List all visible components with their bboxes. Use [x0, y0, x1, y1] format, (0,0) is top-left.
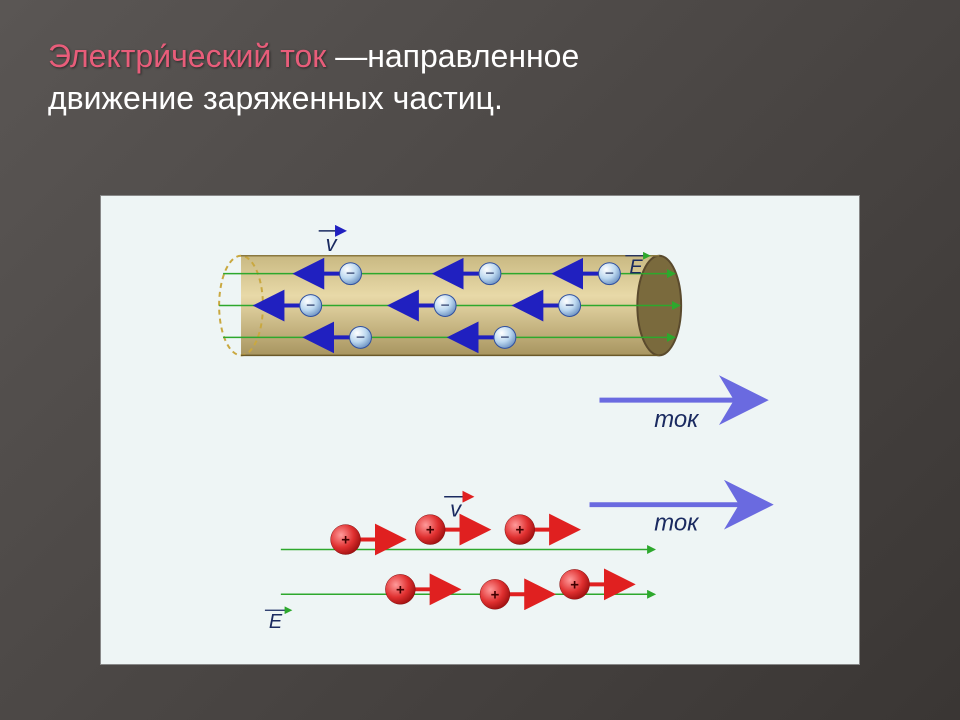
velocity-label-bottom: v	[444, 497, 472, 522]
svg-text:E: E	[629, 257, 643, 279]
svg-text:−: −	[346, 266, 355, 283]
current-arrow-bottom: ток	[590, 505, 759, 537]
title-sep: —	[326, 38, 367, 74]
svg-text:v: v	[450, 497, 462, 522]
title-line-2: движение заряженных частиц.	[48, 78, 912, 120]
svg-text:−: −	[605, 266, 614, 283]
diagram-panel: − − − − − − − − v E ток ток v	[100, 195, 860, 665]
field-lines-bottom	[281, 549, 654, 594]
svg-text:−: −	[485, 266, 494, 283]
svg-text:E: E	[269, 611, 283, 633]
svg-text:−: −	[306, 298, 315, 315]
svg-text:+: +	[515, 522, 524, 539]
title-rest: направленное	[367, 38, 579, 74]
svg-text:ток: ток	[654, 406, 700, 433]
physics-diagram: − − − − − − − − v E ток ток v	[101, 196, 859, 664]
current-arrow-top: ток	[599, 400, 753, 433]
svg-text:−: −	[500, 329, 509, 346]
svg-text:−: −	[356, 329, 365, 346]
velocity-label-top: v	[319, 231, 345, 256]
svg-text:+: +	[396, 581, 405, 598]
svg-text:+: +	[491, 586, 500, 603]
title-accent: Электри́ческий ток	[48, 38, 326, 74]
svg-text:−: −	[440, 298, 449, 315]
svg-text:−: −	[565, 298, 574, 315]
svg-text:+: +	[341, 532, 350, 549]
svg-text:ток: ток	[654, 510, 700, 537]
slide-title: Электри́ческий ток —направленное движени…	[48, 36, 912, 119]
field-label-bottom: E	[265, 610, 291, 633]
svg-text:v: v	[326, 231, 338, 256]
title-line-1: Электри́ческий ток —направленное	[48, 36, 912, 78]
svg-text:+: +	[570, 576, 579, 593]
svg-text:+: +	[426, 522, 435, 539]
